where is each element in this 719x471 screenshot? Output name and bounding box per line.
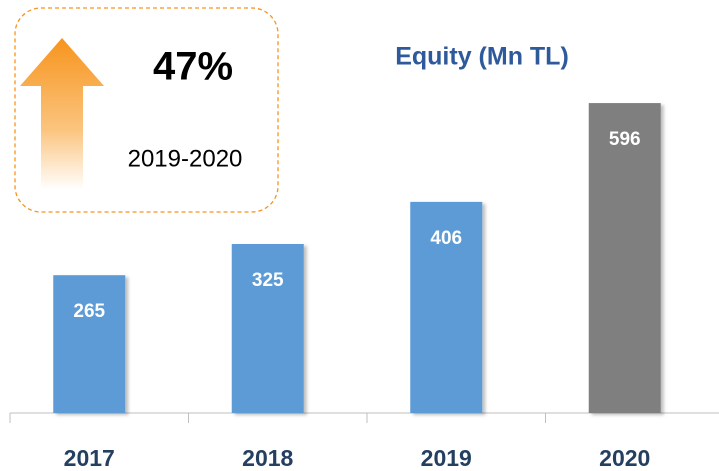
- bar: [53, 275, 126, 413]
- data-label: 325: [252, 270, 284, 291]
- annotation-period: 2019-2020: [128, 145, 243, 172]
- bar: [231, 244, 304, 413]
- x-tick-label: 2019: [421, 445, 472, 471]
- chart-title: Equity (Mn TL): [395, 43, 569, 71]
- bar: [410, 201, 483, 413]
- bar: [588, 103, 661, 413]
- data-label: 596: [609, 129, 641, 150]
- x-tick-label: 2017: [64, 445, 115, 471]
- annotation-box: [14, 7, 279, 213]
- data-label: 406: [430, 228, 462, 249]
- annotation-value: 47%: [153, 45, 233, 89]
- data-label: 265: [73, 301, 105, 322]
- up-arrow: [20, 38, 104, 190]
- x-tick-label: 2018: [242, 445, 293, 471]
- x-tick-label: 2020: [599, 445, 650, 471]
